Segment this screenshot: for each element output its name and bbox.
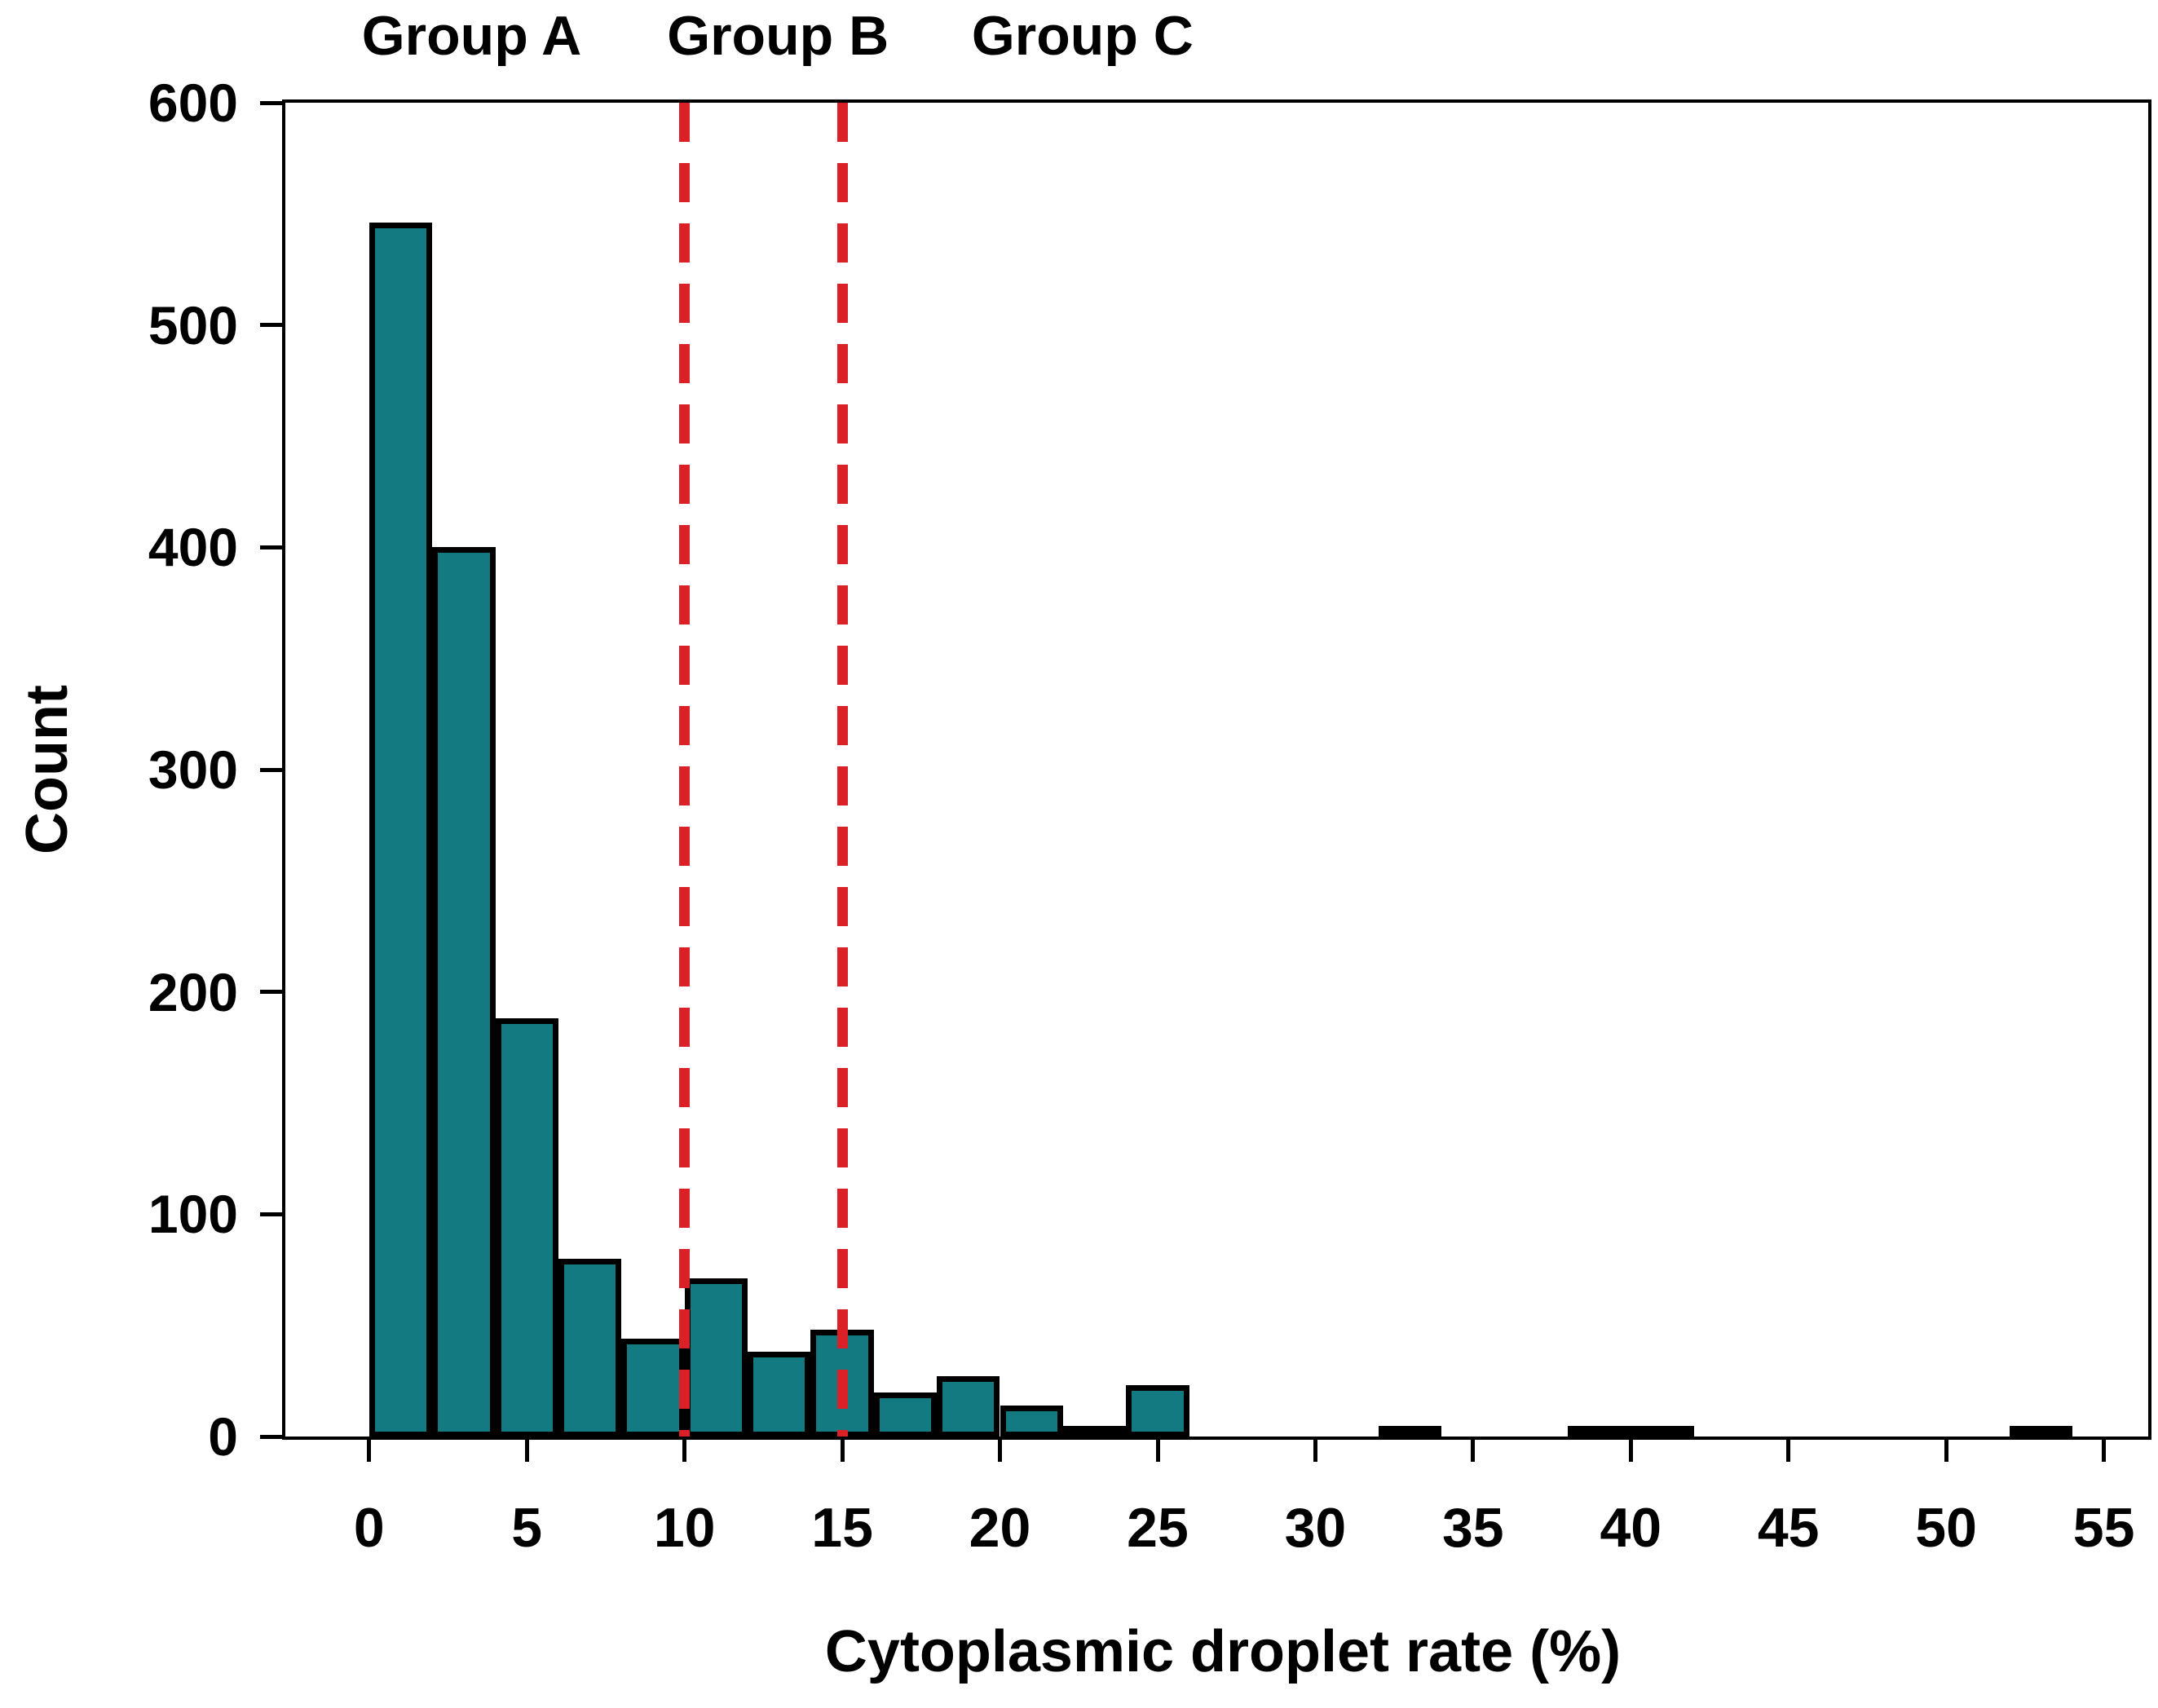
histogram-bar: [621, 1339, 685, 1437]
x-tick-label: 25: [1127, 1497, 1189, 1559]
reference-line: [679, 103, 691, 1437]
histogram-bar: [937, 1376, 1000, 1437]
y-axis-title: Count: [15, 685, 80, 854]
histogram-bar: [1567, 1426, 1631, 1437]
x-tick: [840, 1440, 845, 1462]
x-tick: [1786, 1440, 1791, 1462]
x-tick: [1313, 1440, 1317, 1462]
y-tick-label: 0: [208, 1406, 238, 1467]
x-tick-label: 35: [1441, 1497, 1504, 1559]
x-tick-label: 45: [1757, 1497, 1820, 1559]
y-tick: [260, 100, 282, 105]
group-label: Group A: [361, 5, 582, 67]
histogram-bar: [1126, 1385, 1189, 1437]
y-tick-label: 200: [148, 961, 238, 1022]
group-label: Group C: [971, 5, 1194, 67]
x-tick: [2102, 1440, 2107, 1462]
x-tick-label: 0: [353, 1497, 385, 1559]
y-tick: [260, 990, 282, 995]
plot-frame: [282, 99, 2151, 1440]
histogram-bar: [495, 1018, 558, 1437]
histogram-bar: [684, 1278, 748, 1437]
histogram-bar: [1000, 1405, 1063, 1437]
x-tick: [1155, 1440, 1160, 1462]
x-tick-label: 55: [2072, 1497, 2135, 1559]
histogram-bar: [2009, 1426, 2072, 1437]
reference-line: [836, 103, 848, 1437]
histogram-bar: [432, 547, 496, 1437]
y-tick: [260, 545, 282, 549]
y-tick-label: 300: [148, 739, 238, 800]
x-tick: [682, 1440, 687, 1462]
histogram-bar: [558, 1258, 622, 1437]
histogram-bar: [1378, 1426, 1442, 1437]
x-tick-label: 40: [1600, 1497, 1662, 1559]
y-tick: [260, 323, 282, 328]
y-tick-label: 100: [148, 1184, 238, 1245]
histogram-bar: [1062, 1426, 1127, 1437]
x-tick-label: 30: [1284, 1497, 1347, 1559]
histogram-bar: [368, 223, 433, 1437]
y-tick: [260, 1434, 282, 1439]
y-tick-label: 400: [148, 517, 238, 578]
x-tick-label: 5: [511, 1497, 543, 1559]
y-tick: [260, 1211, 282, 1216]
histogram-bar: [748, 1352, 811, 1437]
histogram-bar: [1631, 1426, 1694, 1437]
x-tick-label: 10: [653, 1497, 716, 1559]
y-tick-label: 600: [148, 73, 238, 133]
x-tick: [998, 1440, 1002, 1462]
y-tick: [260, 767, 282, 772]
x-tick: [1628, 1440, 1633, 1462]
x-tick: [1471, 1440, 1476, 1462]
histogram-bar: [873, 1392, 938, 1437]
x-tick: [367, 1440, 372, 1462]
x-tick: [524, 1440, 529, 1462]
x-tick-label: 50: [1915, 1497, 1977, 1559]
x-tick: [1944, 1440, 1948, 1462]
group-label: Group B: [667, 5, 889, 67]
x-tick-label: 20: [969, 1497, 1031, 1559]
x-axis-title: Cytoplasmic droplet rate (%): [824, 1619, 1622, 1684]
y-tick-label: 500: [148, 294, 238, 355]
x-tick-label: 15: [811, 1497, 873, 1559]
